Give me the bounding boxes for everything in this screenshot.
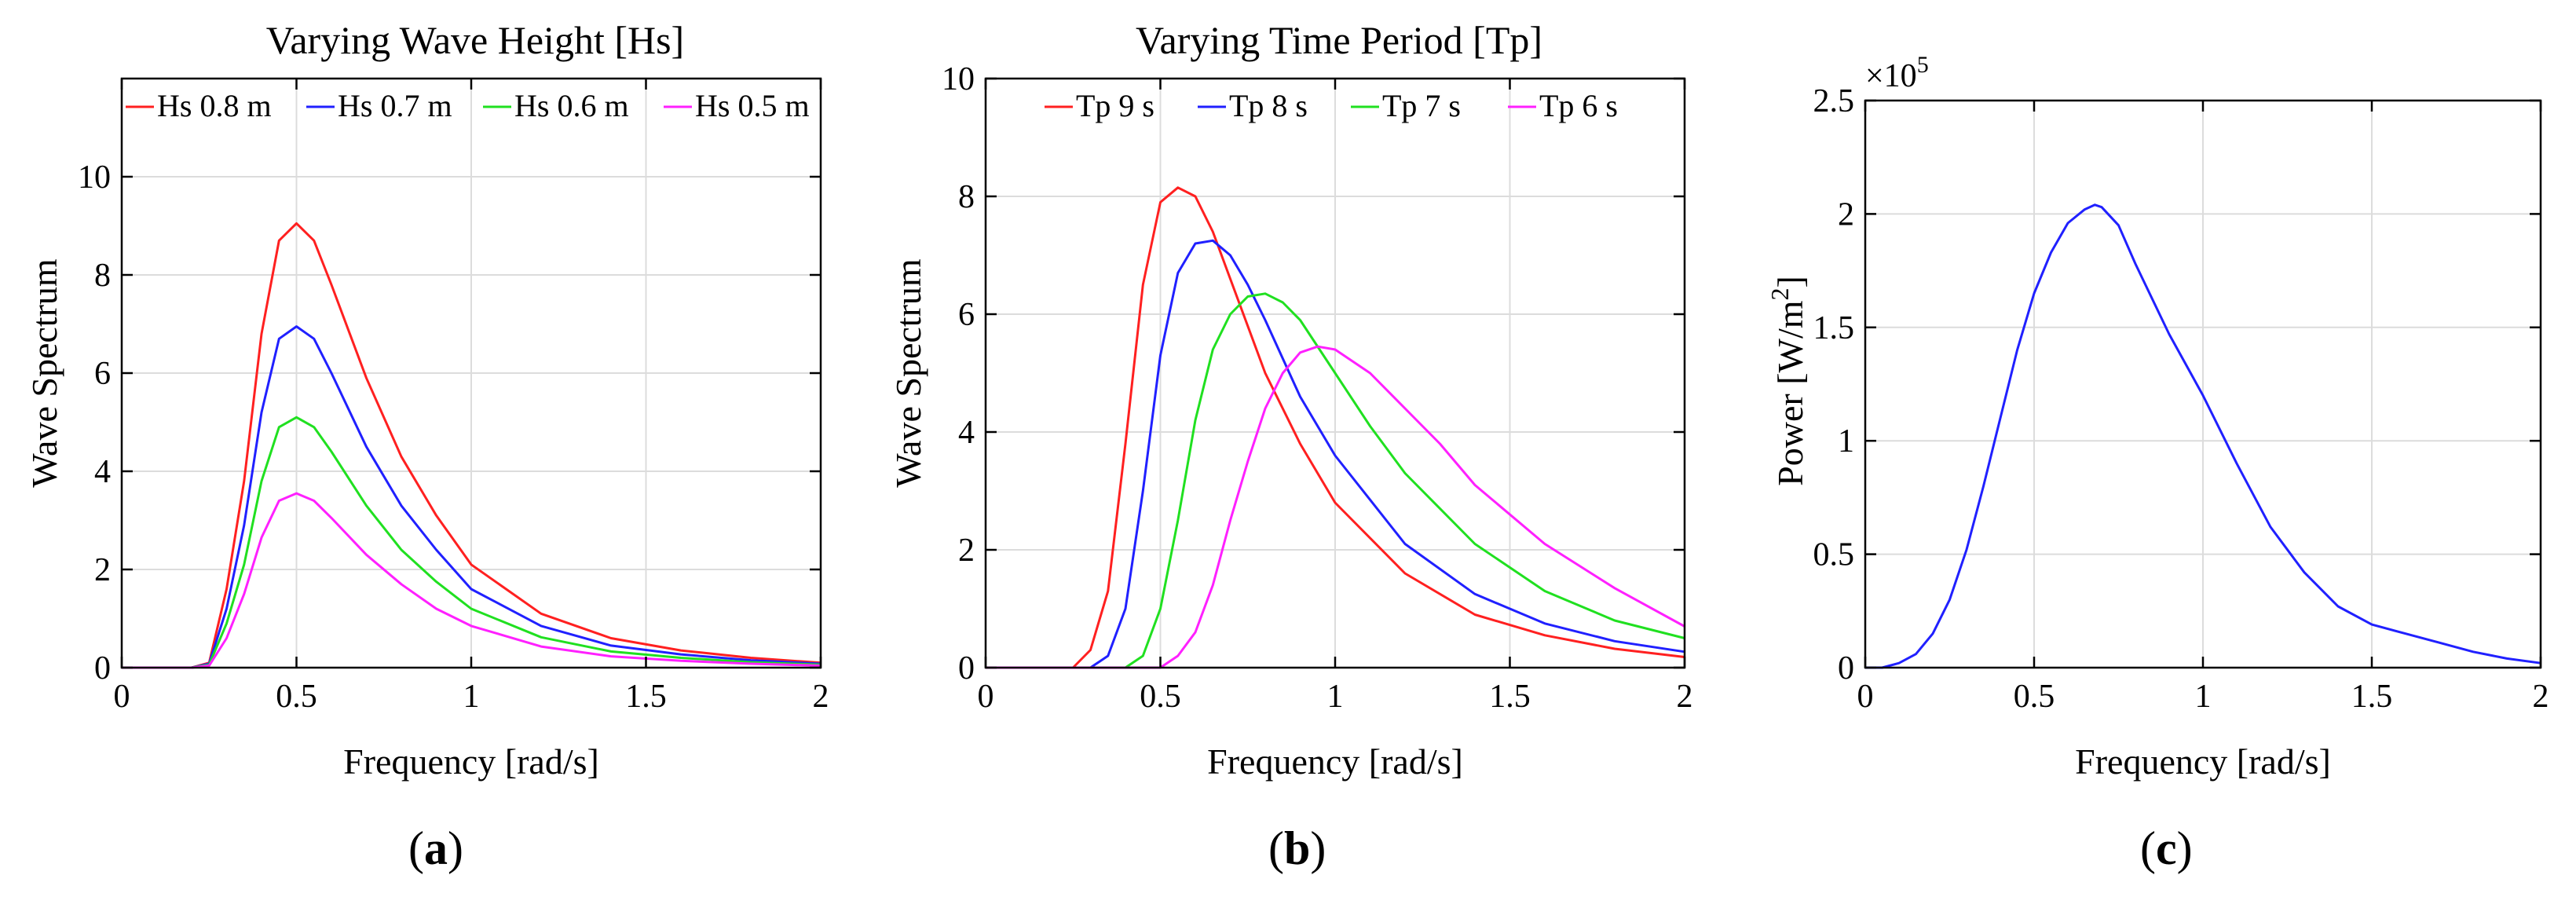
legend-label-2: Hs 0.7 m — [338, 88, 452, 123]
series-line-4 — [122, 492, 821, 669]
y-tick-label: 2 — [1838, 196, 1854, 232]
y-tick-label: 1.5 — [1813, 310, 1855, 346]
y-tick-label: 0 — [1838, 650, 1854, 686]
y-tick-label: 0.5 — [1813, 537, 1855, 573]
panel-b-chart: Varying Time Period [Tp] 0 0.5 1 1.5 2 0 2 4 6 8 1… — [888, 18, 1693, 874]
x-tick-label: 1.5 — [2351, 679, 2393, 715]
y-tick-label: 1 — [1838, 423, 1854, 459]
y-tick-label: 6 — [958, 297, 975, 333]
series-line-4 — [986, 345, 1685, 669]
legend-label-1: Hs 0.8 m — [157, 88, 272, 123]
panel-b-label: b — [1284, 822, 1310, 874]
series-line-1 — [122, 222, 821, 669]
y-tick-label: 0 — [94, 650, 111, 686]
panel-a-letter: (a) — [408, 822, 463, 874]
x-tick-label: 1 — [2195, 679, 2212, 715]
panel-c-scale-exp: 5 — [1917, 52, 1929, 78]
panel-a-ticks: 0 0.5 1 1.5 2 0 2 4 6 8 10 — [78, 79, 829, 715]
x-tick-label: 1 — [1327, 679, 1344, 715]
y-tick-label: 0 — [958, 650, 975, 686]
panel-c-scale-prefix: ×10 — [1865, 58, 1917, 94]
x-tick-label: 1 — [463, 679, 480, 715]
series-line-3 — [122, 416, 821, 669]
x-tick-label: 0 — [114, 679, 130, 715]
y-tick-label: 2 — [958, 533, 975, 569]
panel-c-xlabel: Frequency [rad/s] — [2075, 741, 2331, 782]
panel-a-grid — [122, 79, 821, 668]
series-line-1 — [986, 186, 1685, 669]
panel-a-ylabel: Wave Spectrum — [24, 258, 64, 488]
panel-c-ylabel: Power [W/m2] — [1766, 276, 1810, 486]
panel-c-ylabel-end: ] — [1770, 276, 1810, 287]
series-line-2 — [122, 325, 821, 669]
legend-label-4: Tp 6 s — [1539, 88, 1618, 123]
panel-a-legend: Hs 0.8 m Hs 0.7 m Hs 0.6 m Hs 0.5 m — [126, 88, 810, 123]
panel-c-grid — [1865, 101, 2541, 668]
x-tick-label: 0.5 — [1140, 679, 1181, 715]
y-tick-label: 2 — [94, 552, 111, 588]
x-tick-label: 0 — [978, 679, 994, 715]
panel-c-scale-label: ×105 — [1865, 52, 1929, 94]
y-tick-label: 4 — [958, 415, 975, 451]
panel-c-label: c — [2156, 822, 2177, 874]
panel-c-ticks: 0 0.5 1 1.5 2 0 0.5 1 1.5 2 2.5 — [1813, 83, 2549, 715]
y-tick-label: 10 — [78, 159, 111, 196]
x-tick-label: 2 — [813, 679, 829, 715]
panel-a-title: Varying Wave Height [Hs] — [266, 18, 684, 62]
y-tick-label: 10 — [942, 61, 975, 97]
legend-label-4: Hs 0.5 m — [695, 88, 810, 123]
panel-c-ylabel-sup: 2 — [1766, 287, 1794, 300]
panel-a-xlabel: Frequency [rad/s] — [343, 741, 599, 782]
x-tick-label: 0.5 — [276, 679, 317, 715]
series-line-2 — [986, 239, 1685, 669]
panel-b-letter: (b) — [1268, 822, 1326, 874]
x-tick-label: 1.5 — [1489, 679, 1531, 715]
y-tick-label: 8 — [94, 258, 111, 294]
x-tick-label: 2 — [1677, 679, 1693, 715]
panel-c-ylabel-main: Power [W/m — [1770, 300, 1810, 486]
panel-a-chart: Varying Wave Height [Hs] 0 0.5 1 1.5 2 0 2 4 6 8 1… — [24, 18, 829, 874]
panel-b-series — [986, 186, 1685, 669]
panel-a-series — [122, 222, 821, 669]
panel-a-label: a — [424, 822, 448, 874]
panel-b-title: Varying Time Period [Tp] — [1136, 18, 1542, 62]
y-tick-label: 6 — [94, 356, 111, 392]
panel-c-chart: 0 0.5 1 1.5 2 0 0.5 1 1.5 2 2.5 ×105 Frequency [ra… — [1766, 52, 2549, 874]
panel-b-ticks: 0 0.5 1 1.5 2 0 2 4 6 8 10 — [942, 61, 1693, 715]
y-tick-label: 4 — [94, 454, 111, 490]
y-tick-label: 8 — [958, 179, 975, 215]
panel-c-series — [1865, 203, 2541, 669]
series-line-3 — [986, 292, 1685, 669]
panel-b-xlabel: Frequency [rad/s] — [1207, 741, 1463, 782]
x-tick-label: 1.5 — [625, 679, 667, 715]
x-tick-label: 0.5 — [2014, 679, 2055, 715]
x-tick-label: 2 — [2533, 679, 2549, 715]
series-line-1 — [1865, 203, 2541, 669]
panel-b-ylabel: Wave Spectrum — [888, 258, 928, 488]
legend-label-3: Hs 0.6 m — [514, 88, 629, 123]
legend-label-1: Tp 9 s — [1076, 88, 1154, 123]
legend-label-2: Tp 8 s — [1229, 88, 1308, 123]
panel-b-legend: Tp 9 s Tp 8 s Tp 7 s Tp 6 s — [1045, 88, 1618, 123]
legend-label-3: Tp 7 s — [1382, 88, 1461, 123]
panel-c-letter: (c) — [2140, 822, 2193, 874]
x-tick-label: 0 — [1857, 679, 1874, 715]
y-tick-label: 2.5 — [1813, 83, 1855, 119]
